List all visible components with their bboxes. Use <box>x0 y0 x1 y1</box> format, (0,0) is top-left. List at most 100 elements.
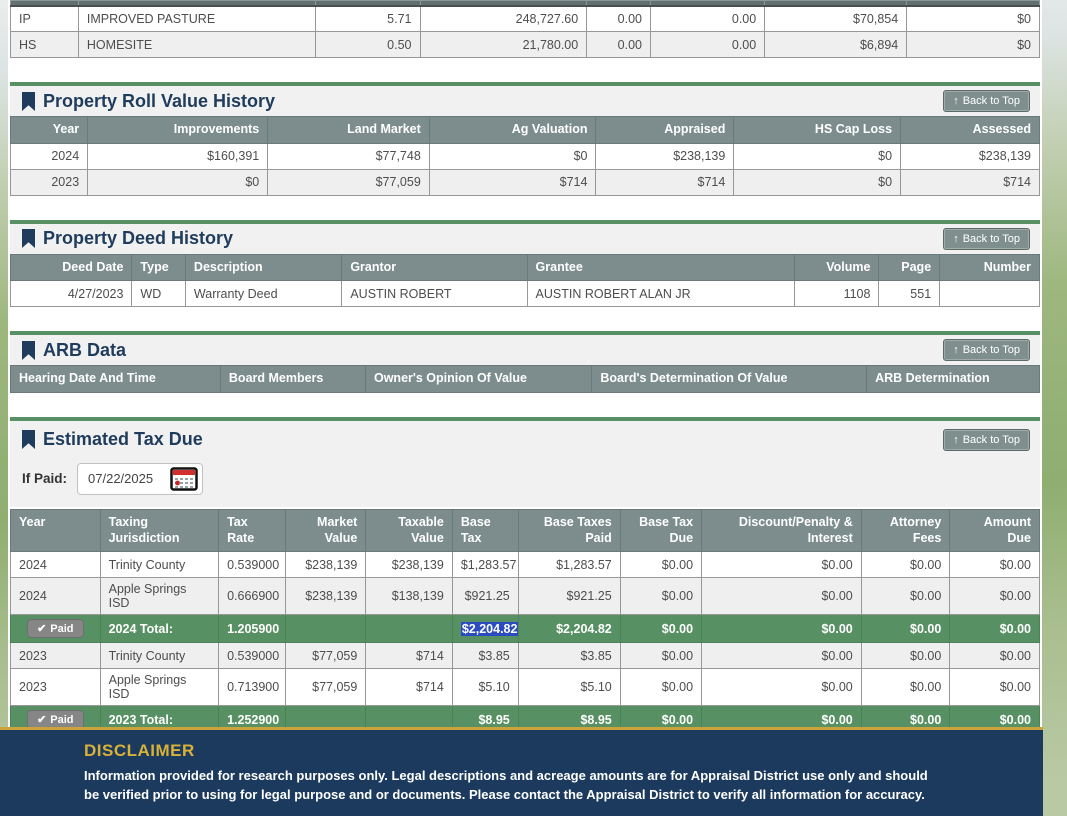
disclaimer-panel: DISCLAIMER Information provided for rese… <box>0 727 1043 816</box>
cell-acres: 0.50 <box>314 31 421 58</box>
bookmark-icon <box>22 91 35 111</box>
cell-area: 21,780.00 <box>419 31 588 58</box>
content-panel: IP IMPROVED PASTURE 5.71 248,727.60 0.00… <box>8 0 1042 735</box>
cell-discount-penalty: $0.00 <box>701 642 862 670</box>
column-header: Number <box>939 253 1040 282</box>
back-to-top-button[interactable]: ↑ Back to Top <box>943 90 1030 112</box>
cell-base-taxes-paid: $921.25 <box>517 577 621 616</box>
up-arrow-icon: ↑ <box>953 95 959 107</box>
calendar-icon <box>170 467 198 491</box>
cell-page: 551 <box>878 280 941 308</box>
column-header: Tax Rate <box>218 508 286 553</box>
header-cell <box>314 0 421 7</box>
table-row: 2023 Apple Springs ISD 0.713900 $77,059 … <box>10 668 1040 707</box>
cell-market-value: $70,854 <box>764 5 908 32</box>
section-arb-data: ARB Data ↑ Back to Top Hearing Date And … <box>10 331 1040 393</box>
back-to-top-label: Back to Top <box>962 344 1020 357</box>
column-header: Board's Determination Of Value <box>591 365 868 393</box>
column-header: HS Cap Loss <box>733 116 902 144</box>
if-paid-date-input[interactable] <box>82 471 167 487</box>
header-cell <box>10 0 79 7</box>
section-deed-history: Property Deed History ↑ Back to Top Deed… <box>9 219 1040 308</box>
column-header: Land Market <box>267 116 430 144</box>
cell-type: WD <box>131 280 186 308</box>
cell-jurisdiction: Apple Springs ISD <box>99 668 220 707</box>
header-cell <box>649 0 766 7</box>
header-cell <box>764 0 908 7</box>
cell-base-tax-due: $0.00 <box>619 577 703 616</box>
land-segments-table: IP IMPROVED PASTURE 5.71 248,727.60 0.00… <box>10 0 1040 58</box>
paid-badge[interactable]: ✔ Paid <box>27 710 84 730</box>
back-to-top-button[interactable]: ↑ Back to Top <box>943 428 1030 451</box>
cell-amount-due: $0.00 <box>949 668 1040 707</box>
cell-year: 2024 <box>9 142 89 170</box>
cell-tax-rate: 0.539000 <box>218 551 286 579</box>
cell-description: IMPROVED PASTURE <box>77 5 316 32</box>
up-arrow-icon: ↑ <box>953 433 959 446</box>
column-header: Deed Date <box>9 253 133 282</box>
section-title: ARB Data <box>43 339 127 360</box>
column-header: Base Tax Due <box>619 508 703 553</box>
bookmark-icon <box>22 340 35 360</box>
cell-base-taxes-paid: $5.10 <box>517 668 621 707</box>
disclaimer-text: Information provided for research purpos… <box>84 768 928 802</box>
cell-code: IP <box>10 5 79 32</box>
section-header: Property Roll Value History ↑ Back to To… <box>10 86 1040 116</box>
if-paid-label: If Paid: <box>22 471 68 487</box>
column-header: Market Value <box>284 508 367 553</box>
bookmark-icon <box>22 229 35 249</box>
land-table-header-sliver <box>10 0 1040 7</box>
column-header: Base Taxes Paid <box>517 508 621 553</box>
column-header: Hearing Date And Time <box>10 365 221 393</box>
cell-year: 2023 <box>10 642 101 670</box>
cell-code: HS <box>10 31 79 58</box>
table-row: 2024 $160,391 $77,748 $0 $238,139 $0 $23… <box>9 142 1040 170</box>
section-title: Estimated Tax Due <box>43 429 203 450</box>
cell-value: 0.00 <box>649 5 766 32</box>
cell-tax-rate: 1.205900 <box>218 614 286 644</box>
cell-attorney-fees: $0.00 <box>860 668 951 707</box>
column-header: Taxable Value <box>365 508 453 553</box>
cell-market-value: $238,139 <box>284 551 367 579</box>
cell-amount-due: $0.00 <box>949 642 1040 670</box>
cell-assessed: $714 <box>900 168 1040 196</box>
cell-base-tax: $921.25 <box>451 577 519 616</box>
table-header-row: Year Improvements Land Market Ag Valuati… <box>9 116 1040 144</box>
cell-hs-cap-loss: $0 <box>733 142 902 170</box>
column-header: Year <box>10 508 101 553</box>
cell-jurisdiction: Trinity County <box>99 551 220 579</box>
back-to-top-button[interactable]: ↑ Back to Top <box>943 339 1030 362</box>
cell-improvements: $160,391 <box>87 142 269 170</box>
cell-tax-rate: 0.713900 <box>218 668 286 707</box>
header-cell <box>419 0 588 7</box>
deed-history-table: Deed Date Type Description Grantor Grant… <box>9 253 1040 308</box>
paid-badge[interactable]: ✔ Paid <box>27 619 84 639</box>
calendar-button[interactable] <box>170 467 198 491</box>
cell-attorney-fees: $0.00 <box>860 551 951 579</box>
cell-taxable-value: $138,139 <box>365 577 453 616</box>
cell-base-tax-due: $0.00 <box>619 668 703 707</box>
bookmark-icon <box>22 430 35 450</box>
cell-grantee: AUSTIN ROBERT ALAN JR <box>526 280 796 308</box>
table-row: HS HOMESITE 0.50 21,780.00 0.00 0.00 $6,… <box>10 31 1040 58</box>
table-row: 2023 Trinity County 0.539000 $77,059 $71… <box>10 642 1040 670</box>
table-row: 2024 Apple Springs ISD 0.666900 $238,139… <box>10 577 1040 616</box>
selected-text: $2,204.82 <box>460 621 519 636</box>
cell-attorney-fees: $0.00 <box>860 577 951 616</box>
column-header: Assessed <box>900 116 1040 144</box>
back-to-top-button[interactable]: ↑ Back to Top <box>943 227 1030 250</box>
cell-attorney-fees: $0.00 <box>860 642 951 670</box>
cell-amount-due: $0.00 <box>949 577 1040 616</box>
column-header: Description <box>184 253 343 282</box>
column-header: Page <box>878 253 941 282</box>
table-row: 2024 Trinity County 0.539000 $238,139 $2… <box>10 551 1040 579</box>
cell-grantor: AUSTIN ROBERT <box>341 280 528 308</box>
check-icon: ✔ <box>37 714 47 727</box>
table-row: 4/27/2023 WD Warranty Deed AUSTIN ROBERT… <box>9 280 1040 308</box>
cell-improvements: $0 <box>87 168 269 196</box>
table-header-row: Year Taxing Jurisdiction Tax Rate Market… <box>10 508 1040 553</box>
section-header: ARB Data ↑ Back to Top <box>10 335 1040 366</box>
cell-year: 2023 <box>10 668 101 707</box>
cell-base-tax: $2,204.82 <box>451 614 519 644</box>
